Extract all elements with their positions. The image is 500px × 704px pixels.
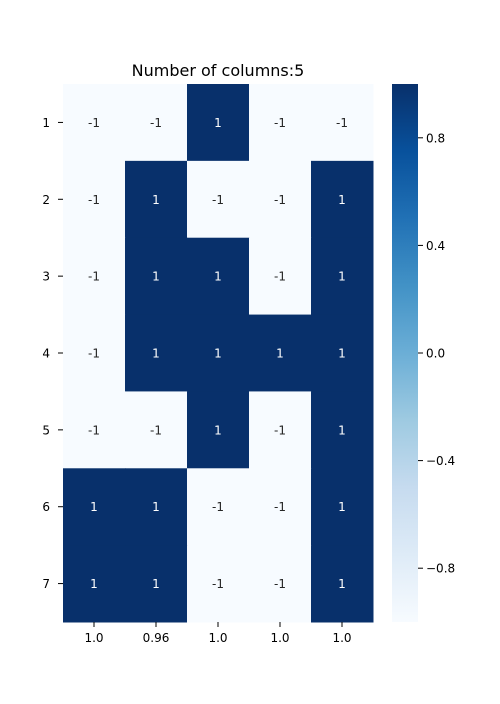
heatmap-cell	[125, 545, 188, 623]
heatmap-cell	[187, 314, 250, 392]
x-tick-label: 1.0	[332, 631, 351, 645]
cell-value-label: -1	[274, 423, 286, 437]
cell-value-label: 1	[90, 577, 98, 591]
heatmap-cells	[63, 84, 374, 623]
y-tick-label: 3	[42, 270, 50, 284]
colorbar-tick-label: 0.4	[426, 239, 445, 253]
x-tick-label: 0.96	[143, 631, 170, 645]
heatmap-cell	[311, 237, 374, 316]
heatmap-cell	[187, 468, 250, 546]
cell-value-label: 1	[338, 423, 346, 437]
heatmap-cell	[125, 391, 188, 469]
heatmap-cell	[187, 237, 250, 316]
heatmap-cell	[249, 237, 312, 316]
y-tick-label: 4	[42, 347, 50, 361]
cell-value-label: -1	[274, 500, 286, 514]
colorbar-tick-label: 0.8	[426, 131, 445, 145]
cell-value-label: -1	[88, 347, 100, 361]
colorbar: 0.8 0.4 0.0 −0.4 −0.8	[392, 84, 455, 622]
cell-value-label: 1	[338, 577, 346, 591]
heatmap-cell	[63, 314, 126, 392]
cell-value-label: -1	[274, 116, 286, 130]
x-axis: 1.0 0.96 1.0 1.0 1.0	[84, 622, 352, 645]
cell-value-label: 1	[152, 193, 160, 207]
heatmap-cell	[63, 545, 126, 623]
y-tick-label: 2	[42, 193, 50, 207]
heatmap-cell	[125, 468, 188, 546]
x-tick-label: 1.0	[270, 631, 289, 645]
cell-value-label: -1	[212, 193, 224, 207]
cell-value-label: 1	[338, 193, 346, 207]
heatmap-cell	[125, 160, 188, 239]
cell-value-label: 1	[152, 500, 160, 514]
cell-value-label: 1	[214, 270, 222, 284]
heatmap-cell	[311, 160, 374, 239]
heatmap-cell	[125, 314, 188, 392]
cell-value-label: -1	[274, 193, 286, 207]
heatmap-cell	[249, 84, 312, 162]
chart-title: Number of columns:5	[132, 61, 305, 80]
heatmap-cell	[311, 545, 374, 623]
heatmap-cell	[249, 391, 312, 469]
cell-value-label: 1	[338, 347, 346, 361]
y-tick-label: 6	[42, 500, 50, 514]
cell-value-label: -1	[212, 577, 224, 591]
cell-value-label: 1	[90, 500, 98, 514]
colorbar-tick-label: −0.4	[426, 454, 455, 468]
heatmap-cell	[311, 391, 374, 469]
cell-value-label: -1	[88, 270, 100, 284]
cell-value-label: 1	[214, 347, 222, 361]
x-tick-label: 1.0	[208, 631, 227, 645]
heatmap-cell	[249, 160, 312, 239]
cell-value-label: 1	[338, 270, 346, 284]
y-tick-label: 1	[42, 116, 50, 130]
cell-value-label: -1	[274, 270, 286, 284]
cell-value-label: 1	[152, 270, 160, 284]
heatmap-cell	[63, 160, 126, 239]
cell-value-label: 1	[214, 116, 222, 130]
heatmap-cell	[311, 314, 374, 392]
heatmap-cell	[249, 468, 312, 546]
cell-value-label: -1	[88, 193, 100, 207]
cell-value-label: -1	[88, 116, 100, 130]
cell-annotations: -1 -1 1 -1 -1 -1 1 -1 -1 1 -1 1 1 -1 1 -1 1 1 1 1 -1 -1 1 -1 1 1 1…	[88, 116, 348, 591]
y-tick-label: 7	[42, 577, 50, 591]
cell-value-label: -1	[274, 577, 286, 591]
x-tick-label: 1.0	[84, 631, 103, 645]
cell-value-label: -1	[212, 500, 224, 514]
cell-value-label: 1	[276, 347, 284, 361]
heatmap-cell	[187, 391, 250, 469]
cell-value-label: 1	[152, 347, 160, 361]
heatmap-cell	[311, 468, 374, 546]
heatmap-cell	[63, 84, 126, 162]
heatmap-cell	[63, 468, 126, 546]
heatmap-cell	[63, 237, 126, 316]
heatmap-cell	[187, 545, 250, 623]
heatmap-cell	[311, 84, 374, 162]
cell-value-label: -1	[150, 116, 162, 130]
heatmap-cell	[249, 314, 312, 392]
y-axis: 1 2 3 4 5 6 7	[42, 116, 63, 591]
cell-value-label: 1	[214, 423, 222, 437]
cell-value-label: -1	[88, 423, 100, 437]
heatmap-cell	[125, 237, 188, 316]
heatmap-cell	[187, 84, 250, 162]
colorbar-tick-label: 0.0	[426, 347, 445, 361]
heatmap-cell	[249, 545, 312, 623]
cell-value-label: 1	[338, 500, 346, 514]
heatmap-cell	[125, 84, 188, 162]
cell-value-label: 1	[152, 577, 160, 591]
heatmap-cell	[187, 160, 250, 239]
colorbar-gradient	[392, 84, 418, 622]
cell-value-label: -1	[336, 116, 348, 130]
y-tick-label: 5	[42, 423, 50, 437]
cell-value-label: -1	[150, 423, 162, 437]
heatmap-cell	[63, 391, 126, 469]
colorbar-tick-label: −0.8	[426, 562, 455, 576]
